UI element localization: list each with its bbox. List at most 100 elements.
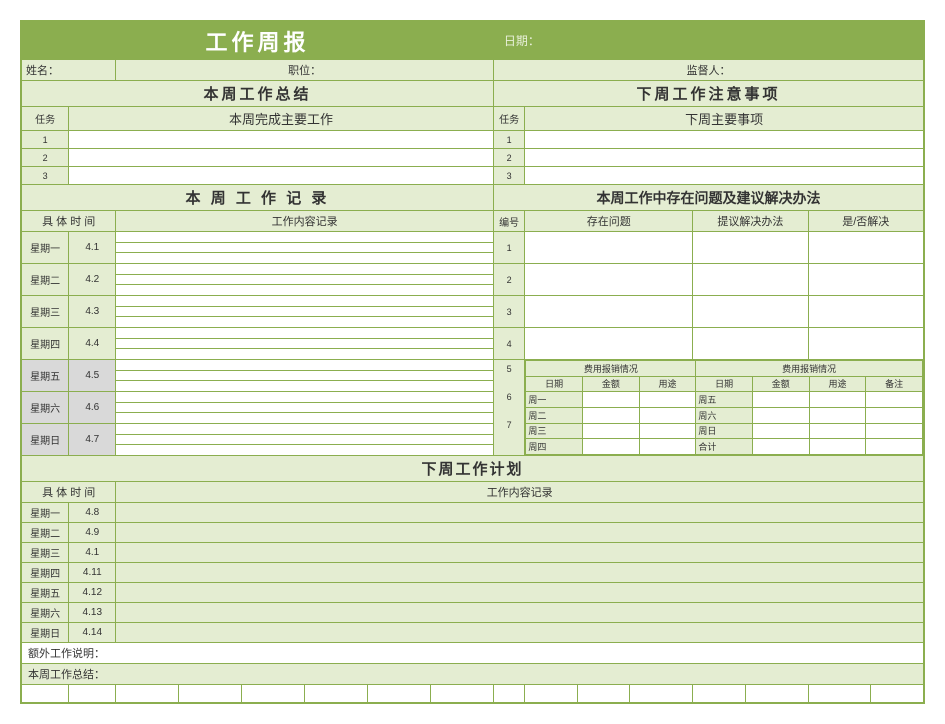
plan-day: 星期三 [22,543,69,563]
summary-footer-row: 本周工作总结： [22,664,924,685]
work-content-cell[interactable] [116,232,494,264]
plan-row: 星期日4.14 [22,623,924,643]
plan-cell[interactable] [116,583,924,603]
plan-cell[interactable] [116,543,924,563]
content-header: 工作内容记录 [116,211,494,232]
solution-cell[interactable] [693,264,808,296]
plan-cell[interactable] [116,523,924,543]
day-row: 星期三 4.3 3 [22,296,924,328]
task-cell[interactable] [525,149,924,167]
issue-num: 2 [493,264,524,296]
resolved-label: 是/否解决 [808,211,923,232]
task-num: 2 [22,149,69,167]
issue-num: 4 [493,328,524,360]
exp-day: 合计 [696,439,753,455]
task-cell[interactable] [69,167,494,185]
plan-date: 4.1 [69,543,116,563]
issue-cell[interactable] [525,328,693,360]
plan-day: 星期一 [22,503,69,523]
plan-cell[interactable] [116,623,924,643]
day-date: 4.3 [69,296,116,328]
issue-label: 存在问题 [525,211,693,232]
issue-cell[interactable] [525,296,693,328]
day-name: 星期一 [22,232,69,264]
day-row: 星期四 4.4 4 [22,328,924,360]
task-num: 2 [493,149,524,167]
task-header-row: 任务 本周完成主要工作 任务 下周主要事项 [22,107,924,131]
exp-day: 周二 [526,407,583,423]
day-date: 4.1 [69,232,116,264]
task-cell[interactable] [525,131,924,149]
plan-day: 星期五 [22,583,69,603]
work-content-cell[interactable] [116,424,494,456]
issue-cell[interactable] [525,232,693,264]
work-content-cell[interactable] [116,328,494,360]
task-num: 3 [22,167,69,185]
plan-day: 星期四 [22,563,69,583]
exp-day: 周六 [696,407,753,423]
supervisor-label: 监督人： [493,60,923,81]
plan-row: 星期五4.12 [22,583,924,603]
work-content-cell[interactable] [116,264,494,296]
extra-work-label[interactable]: 额外工作说明： [22,643,924,664]
exp-h: 用途 [809,376,866,392]
day-name: 星期二 [22,264,69,296]
plan-row: 星期二4.9 [22,523,924,543]
resolved-cell[interactable] [808,264,923,296]
task-label-left: 任务 [22,107,69,131]
task-cell[interactable] [69,149,494,167]
plan-date: 4.12 [69,583,116,603]
content-header-2: 工作内容记录 [116,482,924,503]
main-work-done-header: 本周完成主要工作 [69,107,494,131]
plan-date: 4.9 [69,523,116,543]
solution-cell[interactable] [693,328,808,360]
plan-next-week-header: 下周工作计划 [22,456,924,482]
day-row: 星期五 4.5 5 6 7 费用报销情况 费用报销情况 日期 金额 用途 日期 … [22,360,924,392]
exp-h: 日期 [696,376,753,392]
task-cell[interactable] [525,167,924,185]
plan-header-row: 下周工作计划 [22,456,924,482]
issue-cell[interactable] [525,264,693,296]
plan-cell[interactable] [116,503,924,523]
day-date: 4.4 [69,328,116,360]
task-label-right: 任务 [493,107,524,131]
solution-cell[interactable] [693,296,808,328]
exp-day: 周三 [526,423,583,439]
work-content-cell[interactable] [116,296,494,328]
solution-cell[interactable] [693,232,808,264]
plan-cell[interactable] [116,563,924,583]
issue-num-group: 5 6 7 [493,360,524,456]
report-title: 工作周报 [22,22,494,60]
day-name: 星期六 [22,392,69,424]
task-num: 1 [22,131,69,149]
day-row: 星期一 4.1 1 [22,232,924,264]
work-content-cell[interactable] [116,392,494,424]
exp-h: 日期 [526,376,583,392]
resolved-cell[interactable] [808,232,923,264]
plan-row: 星期四4.11 [22,563,924,583]
plan-row: 星期一4.8 [22,503,924,523]
main-matters-next-header: 下周主要事项 [525,107,924,131]
plan-day: 星期六 [22,603,69,623]
solution-label: 提议解决办法 [693,211,808,232]
issues-header: 本周工作中存在问题及建议解决办法 [493,185,923,211]
exp-h: 金额 [583,376,640,392]
plan-row: 星期六4.13 [22,603,924,623]
work-content-cell[interactable] [116,360,494,392]
summary-footer-label[interactable]: 本周工作总结： [22,664,924,685]
resolved-cell[interactable] [808,328,923,360]
task-cell[interactable] [69,131,494,149]
weekly-report-sheet: 工作周报 日期： 姓名： 职位： 监督人： 本周工作总结 下周工作注意事项 任务… [20,20,925,704]
resolved-cell[interactable] [808,296,923,328]
seq-label: 编号 [493,211,524,232]
exp-h: 用途 [639,376,696,392]
section-header-row-2: 本 周 工 作 记 录 本周工作中存在问题及建议解决办法 [22,185,924,211]
plan-subheader-row: 具 体 时 间 工作内容记录 [22,482,924,503]
issue-num: 1 [493,232,524,264]
plan-row: 星期三4.1 [22,543,924,563]
summary-this-week-header: 本周工作总结 [22,81,494,107]
plan-cell[interactable] [116,603,924,623]
expense-title-right: 费用报销情况 [696,361,923,377]
task-row: 1 1 [22,131,924,149]
time-header-2: 具 体 时 间 [22,482,116,503]
